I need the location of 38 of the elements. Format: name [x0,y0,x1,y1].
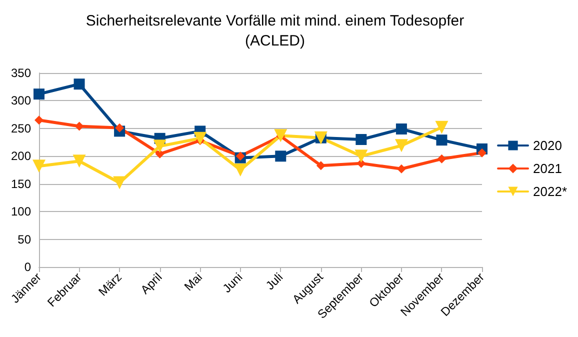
point [34,116,44,125]
point [155,149,164,158]
point [435,120,448,134]
y-tick-label: 150 [10,176,32,191]
y-tick-label: 100 [10,204,32,219]
point [113,176,126,190]
point [72,154,86,168]
y-tick-label: 200 [10,149,32,164]
y-tick-label: 250 [10,121,32,136]
point [396,123,407,134]
point [275,150,286,162]
point [316,161,326,170]
point [478,148,486,158]
point [34,88,44,100]
point [436,134,448,146]
point [437,154,446,164]
point [194,132,207,145]
y-tick-label: 50 [18,232,32,246]
point [153,140,166,153]
point [32,160,46,173]
x-tick-label: Mai [181,270,206,294]
legend-label: 2022* [533,184,568,199]
point [234,164,247,176]
y-tick-label: 0 [24,260,32,274]
legend-label: 2020 [533,138,562,153]
x-tick-label: Juli [262,270,286,293]
point [115,123,124,132]
point [356,134,367,146]
legend-label: 2021 [533,161,562,176]
point [394,139,408,152]
point [354,150,368,163]
chart-title: Sicherheitsrelevante Vorfälle mit mind. einem Todesopfer (ACLED) [86,12,464,50]
y-tick-label: 300 [10,94,32,108]
y-tick-label: 350 [10,66,32,80]
point [236,152,245,161]
point [74,78,85,90]
point [396,164,406,174]
point [274,129,288,142]
